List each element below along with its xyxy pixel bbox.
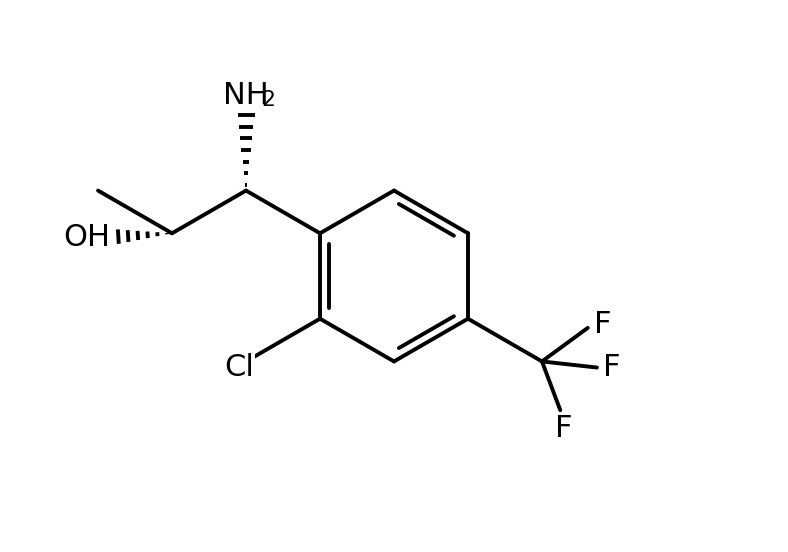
Text: NH: NH	[223, 82, 269, 110]
Text: F: F	[594, 310, 611, 339]
Text: Cl: Cl	[224, 353, 254, 382]
Text: F: F	[604, 353, 621, 382]
Text: F: F	[555, 414, 572, 443]
Text: 2: 2	[261, 90, 275, 110]
Text: OH: OH	[63, 223, 110, 252]
